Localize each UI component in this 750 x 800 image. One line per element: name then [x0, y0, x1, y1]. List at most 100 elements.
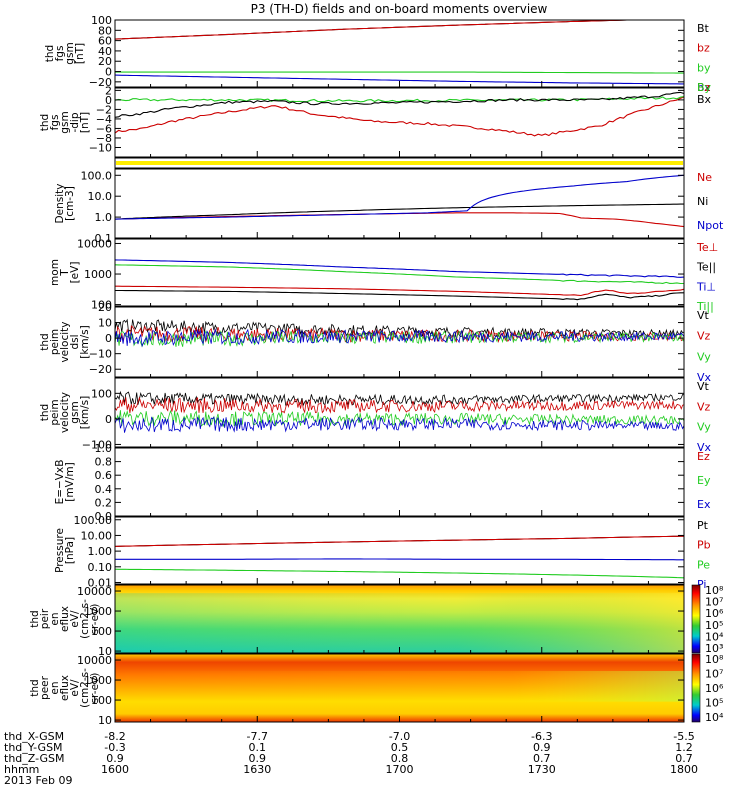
y-axis-label: peim: [49, 329, 61, 355]
y-axis-label: en: [49, 681, 61, 694]
footer-value: 1630: [243, 763, 271, 776]
y-tick-label: 0: [105, 332, 112, 345]
y-axis-label: thd: [39, 404, 51, 421]
y-tick-label: 80: [98, 24, 112, 37]
panel-9: 0.01 0.10 1.00 10.00 100.00 Pressure[nPa] Pt Pb…: [54, 514, 711, 591]
y-axis-label: [km/s]: [79, 396, 91, 430]
y-tick-label: 100.00: [74, 514, 113, 527]
footer-row-label: thd_Z-GSM: [4, 752, 64, 765]
footer-value: -0.3: [104, 741, 125, 754]
y-tick-label: 100: [91, 299, 112, 312]
y-tick-label: −8: [96, 132, 112, 145]
y-tick-label: 10.0: [88, 190, 113, 203]
y-axis-label: T: [59, 269, 71, 277]
footer-row-label: 2013 Feb 09: [4, 774, 72, 787]
series-line-Ti⊥: [114, 259, 685, 278]
legend-bx: bx: [697, 81, 711, 94]
y-tick-label: −4: [96, 113, 112, 126]
series-line-bx: [114, 74, 684, 85]
footer-row-label: hhmm: [4, 763, 39, 776]
y-axis-label: fgs: [54, 46, 66, 62]
y-tick-label: 100: [91, 387, 112, 400]
footer-value: 0.1: [249, 741, 267, 754]
legend-Ey: Ey: [697, 474, 711, 487]
legend-Pi: Pi: [697, 578, 706, 591]
y-tick-label: 0.8: [95, 456, 113, 469]
legend-Bx: Bx: [697, 93, 712, 106]
colorbar: [691, 584, 701, 654]
legend-Pb: Pb: [697, 539, 711, 552]
series-line-Te||: [115, 289, 684, 301]
y-axis-label: [nT]: [79, 112, 91, 133]
y-tick-label: 0: [105, 413, 112, 426]
legend-Pt: Pt: [697, 519, 709, 532]
y-axis-label: en: [49, 612, 61, 625]
legend-Npot: Npot: [697, 219, 724, 232]
y-tick-label: 0.4: [95, 483, 113, 496]
y-axis-label: E=−VxB: [54, 460, 66, 505]
y-axis-label: peir: [39, 608, 51, 629]
panel-10: 10⁸10⁷10⁶10⁵10⁴10³10100100010000thdpeire…: [29, 584, 724, 658]
y-tick-label: 100: [91, 694, 112, 707]
y-axis-label: sr-eV): [89, 673, 101, 704]
panel-bg: [115, 448, 684, 516]
y-axis-label: eflux: [59, 606, 71, 632]
footer-row-label: thd_Y-GSM: [4, 741, 63, 754]
legend-Vx: Vx: [697, 371, 712, 384]
footer-value: 1700: [386, 763, 414, 776]
y-tick-label: 0.0: [95, 510, 113, 523]
footer-value: 0.7: [533, 752, 551, 765]
legend-Vy: Vy: [697, 421, 711, 434]
y-axis-label: fgs: [49, 115, 61, 131]
footer-value: 0.5: [391, 741, 409, 754]
flag-bar: [116, 161, 683, 165]
legend-By: By: [697, 81, 712, 94]
panel-bg: [115, 378, 684, 447]
y-axis-label: [nT]: [74, 43, 86, 64]
series-line-Vx: [114, 328, 685, 348]
legend-Ex: Ex: [697, 498, 711, 511]
y-axis-label: -dip: [69, 112, 81, 132]
y-axis-label: thd: [29, 679, 41, 696]
y-axis-label: velocity: [59, 321, 71, 362]
y-tick-label: 10: [98, 317, 112, 330]
y-tick-label: 1.0: [95, 211, 113, 224]
panel-bg: [115, 307, 684, 377]
legend-Vy: Vy: [697, 350, 711, 363]
panel-bg: [115, 20, 684, 87]
footer-value: 0.7: [675, 752, 693, 765]
y-tick-label: 100.0: [81, 169, 113, 182]
y-axis-label: eV/: [69, 679, 81, 697]
y-tick-label: −2: [96, 103, 112, 116]
footer-value: -5.5: [673, 730, 694, 743]
y-tick-label: 1000: [84, 605, 112, 618]
panel-bg: [115, 239, 684, 306]
y-tick-label: 0: [105, 94, 112, 107]
y-tick-label: 100: [91, 14, 112, 27]
y-tick-label: 10.00: [81, 529, 113, 542]
y-tick-label: 1.00: [88, 545, 113, 558]
y-tick-label: −20: [89, 363, 112, 376]
footer-value: 0.9: [533, 741, 551, 754]
y-tick-label: −100: [82, 438, 112, 451]
y-axis-label: velocity: [59, 392, 71, 433]
y-tick-label: 10: [98, 645, 112, 658]
spectrogram-overlay: [115, 671, 684, 702]
y-tick-label: 20: [98, 55, 112, 68]
y-tick-label: 0.01: [88, 576, 113, 589]
y-tick-label: −20: [89, 76, 112, 89]
y-axis-label: peim: [49, 399, 61, 425]
series-line-Pe: [114, 568, 685, 579]
panel-stack: −20020406080100thdfgsgsm[nT]Btbzbybx−10−…: [29, 14, 724, 727]
y-tick-label: 60: [98, 35, 112, 48]
y-axis-label: [cm-3]: [64, 186, 76, 221]
legend-Ti⊥: Ti⊥: [696, 280, 716, 293]
colorbar-label: 10⁷: [705, 596, 723, 609]
y-axis-label: eV/: [69, 610, 81, 628]
footer-value: -8.2: [104, 730, 125, 743]
y-axis-label: (cm2-s-: [79, 668, 91, 708]
y-axis-label: [km/s]: [79, 325, 91, 359]
colorbar-label: 10⁵: [705, 697, 723, 710]
